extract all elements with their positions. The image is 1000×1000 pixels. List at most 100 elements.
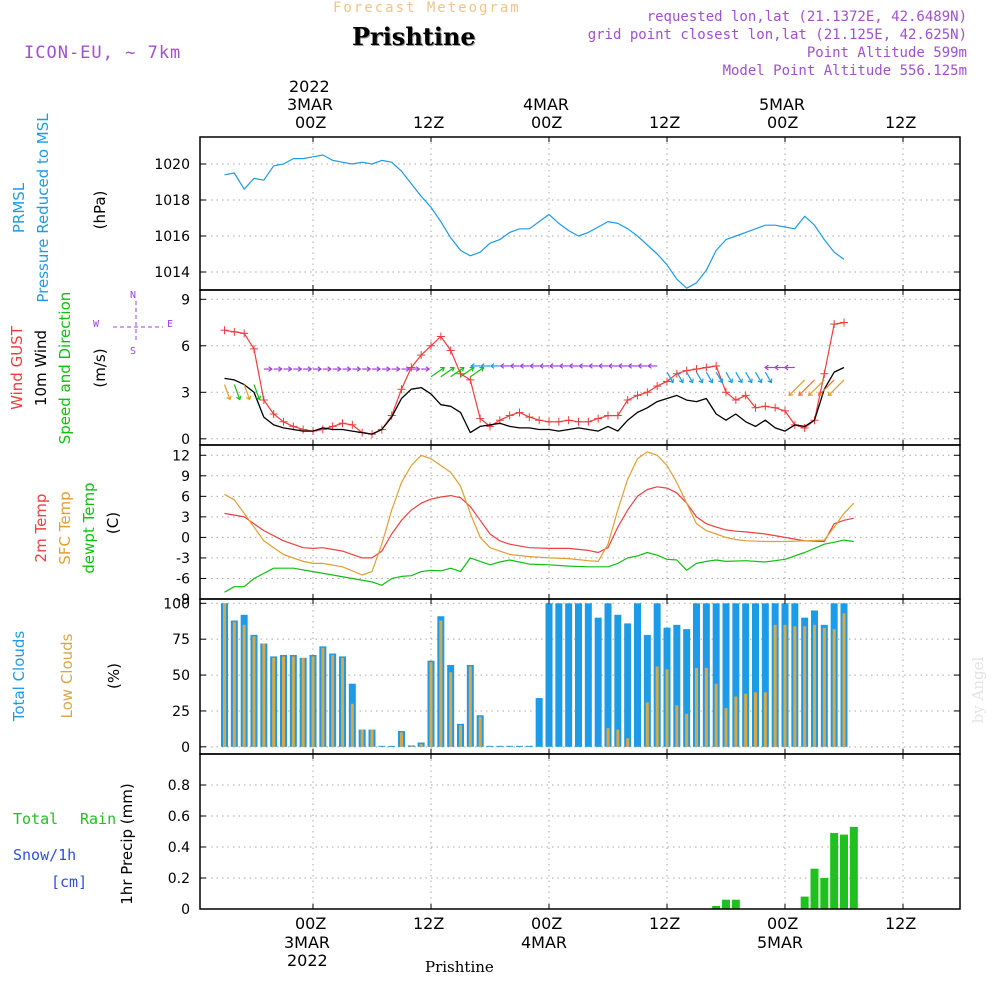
low-cloud-bar [832, 629, 836, 747]
gust-point [741, 391, 750, 400]
wind-arrow-head [558, 363, 564, 369]
wind-arrow-head [708, 378, 714, 384]
gust-point [338, 419, 347, 428]
wind-direction-arrow [705, 371, 713, 383]
wind-arrow-head [788, 391, 794, 397]
rain-bar [731, 899, 740, 909]
gust-point [446, 346, 455, 355]
panel-frame-pressure [199, 136, 961, 291]
low-cloud-bar [685, 713, 689, 747]
gust-point [781, 406, 789, 415]
gust-point [613, 411, 622, 420]
total-cloud-bar [752, 603, 759, 747]
ytick-label-clouds: 50 [172, 668, 190, 684]
gust-point [466, 375, 475, 384]
station-title: Prishtine [352, 22, 476, 51]
gust-point [299, 425, 308, 434]
compass-w: W [93, 319, 100, 330]
total-cloud-bar [378, 745, 386, 747]
wind-arrow-head [728, 378, 734, 384]
low-cloud-bar [350, 703, 354, 747]
bottom-date-2: 4MAR [521, 933, 568, 952]
gust-point [525, 413, 534, 422]
wind-arrow-head [798, 391, 803, 397]
wind-direction-arrow [460, 367, 474, 378]
wind-arrow-head [405, 366, 411, 372]
low-cloud-bar [409, 745, 413, 747]
wind-direction-arrow [686, 371, 694, 383]
low-cloud-bar [754, 692, 757, 747]
low-cloud-bar [645, 702, 649, 747]
low-cloud-bar [331, 654, 335, 747]
gust-point [554, 417, 563, 426]
wind-arrow-head [327, 366, 332, 372]
sfc-temp-line [224, 451, 855, 576]
gust-point [594, 414, 603, 423]
gust-point [623, 396, 632, 405]
data-layer [220, 154, 858, 909]
low-cloud-bar [606, 728, 610, 747]
low-cloud-bar [626, 738, 630, 747]
low-cloud-bar [301, 657, 305, 747]
total-cloud-bar [673, 624, 681, 747]
wind-arrow-head [529, 363, 534, 369]
low-cloud-bar [232, 621, 236, 747]
low-cloud-bar [272, 657, 276, 747]
wind-direction-arrow [788, 379, 806, 396]
ytick-label-wind: 3 [181, 385, 190, 401]
low-cloud-bar [252, 636, 256, 747]
rain-bar [840, 834, 848, 909]
ytick-label-wind: 9 [181, 292, 190, 308]
gust-point [535, 416, 544, 425]
wind-arrow-head [698, 378, 704, 384]
wind-arrow-head [519, 363, 524, 369]
total-cloud-bar [565, 603, 573, 747]
wind-direction-arrow [450, 367, 465, 378]
low-cloud-bar [695, 667, 698, 747]
ytick-label-temperature: -9 [176, 592, 190, 608]
low-cloud-bar [311, 656, 315, 747]
wind-arrow-head [425, 366, 431, 372]
wind-arrow-head [827, 391, 833, 397]
ytick-label-precip: 0.8 [168, 778, 190, 794]
gust-point [830, 320, 839, 329]
gust-point [682, 366, 691, 375]
total-cloud-bar [516, 745, 523, 747]
gust-point [486, 422, 494, 431]
wind-arrow-head [489, 363, 495, 369]
wind-arrow-head [767, 378, 773, 384]
dewpt-temp-line [224, 539, 854, 593]
rain-bar [810, 868, 819, 909]
low-cloud-bar [242, 624, 246, 747]
wind-arrow-head [773, 364, 779, 371]
ytick-label-clouds: 75 [172, 632, 190, 648]
ytick-label-pressure: 1014 [154, 265, 190, 281]
wind-arrow-head [568, 363, 574, 369]
top-tick-2: 12Z [413, 113, 445, 132]
total-cloud-bar [584, 603, 592, 747]
total-cloud-bar [506, 745, 514, 747]
bottom-year: 2022 [287, 951, 328, 970]
low-cloud-bar [468, 666, 472, 747]
top-tick-5: 00Z [767, 113, 799, 132]
gust-point [436, 332, 445, 341]
total-cloud-bar [388, 745, 396, 747]
2m-temp-line [224, 486, 854, 559]
wind-direction-arrow [223, 384, 231, 400]
gust-point [564, 416, 573, 425]
wind-arrow-head [678, 378, 684, 384]
low-cloud-bar [282, 656, 285, 747]
wind-direction-arrow [676, 371, 684, 383]
wind-arrow-head [538, 363, 544, 369]
low-cloud-bar [734, 696, 738, 747]
low-cloud-bar [370, 729, 374, 747]
low-cloud-bar [360, 729, 364, 747]
low-cloud-bar [429, 662, 433, 747]
model-altitude: Model Point Altitude 556.125m [722, 63, 967, 79]
wind-line [224, 366, 845, 435]
gust-point [397, 385, 406, 394]
gust-point [269, 410, 278, 418]
label-cm: [cm] [51, 873, 88, 891]
wind-arrow-head [669, 378, 675, 384]
wind-arrow-head [808, 391, 813, 397]
